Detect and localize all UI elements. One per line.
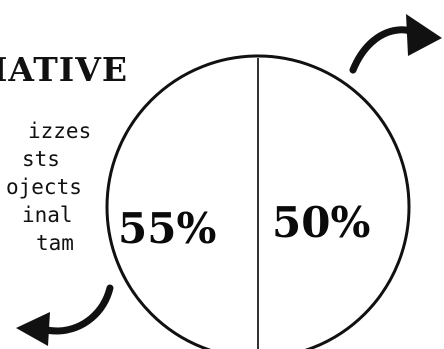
curved-arrow-up-right-icon [349,14,442,74]
list-item: sts [22,147,60,171]
curved-arrow-down-left-icon [16,284,114,346]
split-circle [105,54,411,349]
list-item: ojects [6,175,82,199]
list-item: tam [36,231,74,255]
left-percentage-label: 55% [118,204,217,253]
section-heading: IATIVE [0,50,128,89]
list-item: inal [22,203,73,227]
list-item: izzes [28,119,92,143]
right-percentage-label: 50% [272,198,371,247]
assessment-list: izzes sts ojects inal tam [0,117,122,257]
